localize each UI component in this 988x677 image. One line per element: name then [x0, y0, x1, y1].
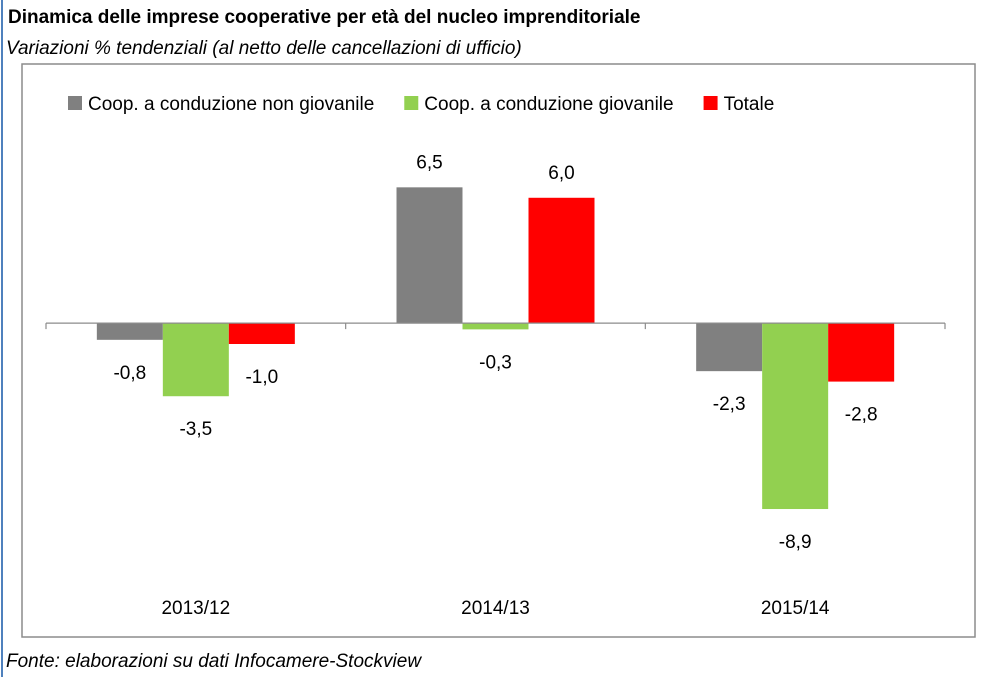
bar: [762, 323, 829, 510]
legend-swatch: [703, 96, 718, 110]
bar: [96, 323, 163, 340]
legend-label: Coop. a conduzione non giovanile: [88, 94, 374, 115]
value-label: -2,3: [713, 394, 746, 415]
value-label: -0,8: [113, 363, 146, 384]
value-label: -2,8: [845, 405, 878, 426]
legend-label: Totale: [724, 94, 775, 115]
legend-label: Coop. a conduzione giovanile: [424, 94, 673, 115]
legend-swatch: [404, 96, 419, 110]
bar: [228, 323, 295, 344]
chart-subtitle: Variazioni % tendenziali (al netto delle…: [6, 38, 522, 59]
value-label: -0,3: [479, 352, 512, 373]
x-tick-label: 2015/14: [761, 598, 830, 619]
value-label: 6,0: [548, 163, 574, 184]
value-label: -1,0: [245, 367, 278, 388]
value-label: -8,9: [779, 532, 812, 553]
value-label: -3,5: [179, 419, 212, 440]
legend-swatch: [68, 96, 82, 110]
x-tick-label: 2014/13: [461, 598, 530, 619]
value-label: 6,5: [416, 152, 442, 173]
bar: [396, 187, 463, 324]
bar: [528, 197, 595, 324]
bar: [462, 323, 529, 330]
chart-title: Dinamica delle imprese cooperative per e…: [8, 7, 641, 28]
x-tick-label: 2013/12: [161, 598, 230, 619]
bar: [828, 323, 895, 382]
plot-frame: [21, 63, 976, 638]
bar: [696, 323, 763, 372]
source-note: Fonte: elaborazioni su dati Infocamere-S…: [6, 651, 422, 672]
bar: [162, 323, 229, 397]
